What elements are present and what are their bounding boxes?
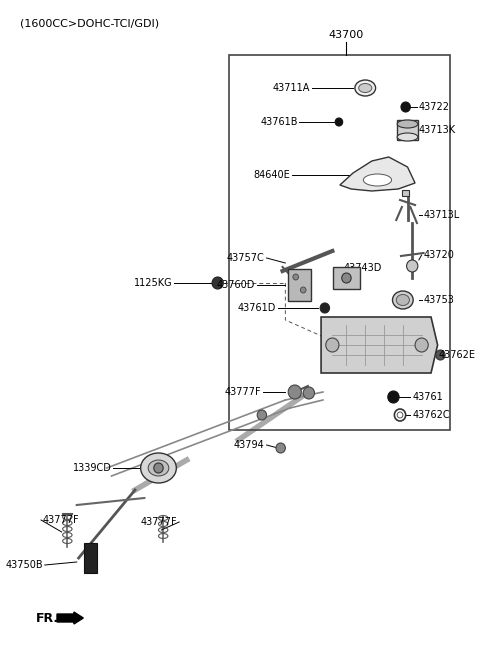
Text: 43777F: 43777F bbox=[141, 517, 177, 527]
Circle shape bbox=[326, 338, 339, 352]
Text: 43753: 43753 bbox=[423, 295, 455, 305]
Circle shape bbox=[397, 412, 403, 418]
Text: FR.: FR. bbox=[36, 611, 60, 624]
Circle shape bbox=[154, 463, 163, 473]
Text: 43761: 43761 bbox=[412, 392, 443, 402]
Text: 43713K: 43713K bbox=[419, 125, 456, 135]
Text: 43711A: 43711A bbox=[273, 83, 310, 93]
Ellipse shape bbox=[396, 294, 409, 305]
Text: 43760D: 43760D bbox=[217, 280, 255, 290]
Text: 43761B: 43761B bbox=[260, 117, 298, 127]
Bar bbox=[397, 120, 418, 140]
Ellipse shape bbox=[397, 120, 418, 128]
Text: 43761D: 43761D bbox=[238, 303, 276, 313]
FancyArrow shape bbox=[57, 612, 84, 624]
Text: 43743D: 43743D bbox=[344, 263, 382, 273]
Ellipse shape bbox=[355, 80, 375, 96]
Circle shape bbox=[388, 391, 399, 403]
Circle shape bbox=[293, 274, 299, 280]
Text: 43722: 43722 bbox=[419, 102, 450, 112]
Circle shape bbox=[395, 409, 406, 421]
Circle shape bbox=[407, 260, 418, 272]
Circle shape bbox=[212, 277, 223, 289]
Circle shape bbox=[276, 443, 286, 453]
Text: 43762C: 43762C bbox=[412, 410, 450, 420]
Text: 43762E: 43762E bbox=[439, 350, 476, 360]
Ellipse shape bbox=[141, 453, 176, 483]
Circle shape bbox=[335, 118, 343, 126]
Text: (1600CC>DOHC-TCI/GDI): (1600CC>DOHC-TCI/GDI) bbox=[20, 18, 159, 28]
Text: 43794: 43794 bbox=[234, 440, 264, 450]
Text: 43713L: 43713L bbox=[423, 210, 460, 220]
Polygon shape bbox=[340, 157, 415, 191]
Text: 43777F: 43777F bbox=[224, 387, 261, 397]
Circle shape bbox=[401, 102, 410, 112]
Ellipse shape bbox=[148, 460, 169, 476]
Circle shape bbox=[342, 273, 351, 283]
Circle shape bbox=[415, 338, 428, 352]
Text: 43700: 43700 bbox=[329, 30, 364, 40]
Text: 1125KG: 1125KG bbox=[134, 278, 173, 288]
Bar bbox=[333, 267, 360, 289]
Circle shape bbox=[436, 350, 445, 360]
Ellipse shape bbox=[393, 291, 413, 309]
Circle shape bbox=[288, 385, 301, 399]
Ellipse shape bbox=[363, 174, 392, 186]
Text: 43777F: 43777F bbox=[43, 515, 80, 525]
Text: 43720: 43720 bbox=[423, 250, 455, 260]
Circle shape bbox=[257, 410, 266, 420]
Text: 84640E: 84640E bbox=[253, 170, 290, 180]
Circle shape bbox=[300, 287, 306, 293]
Circle shape bbox=[320, 303, 330, 313]
Bar bbox=[288, 269, 311, 301]
Text: 1339CD: 1339CD bbox=[72, 463, 111, 473]
Circle shape bbox=[303, 387, 314, 399]
Ellipse shape bbox=[397, 133, 418, 141]
Bar bbox=[402, 190, 409, 196]
Ellipse shape bbox=[359, 83, 372, 92]
Text: 43757C: 43757C bbox=[227, 253, 264, 263]
Text: 43750B: 43750B bbox=[5, 560, 43, 570]
Polygon shape bbox=[321, 317, 438, 373]
Bar bbox=[84, 543, 97, 573]
Bar bbox=[229, 55, 450, 430]
